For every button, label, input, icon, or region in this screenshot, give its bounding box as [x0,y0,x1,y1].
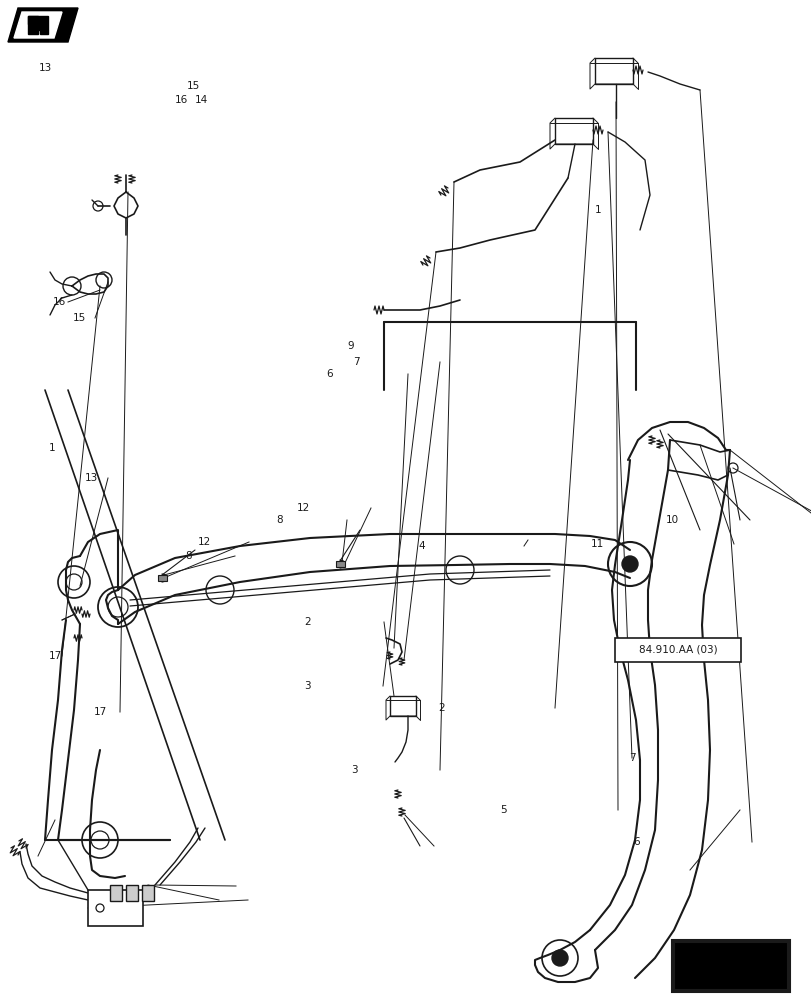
Polygon shape [8,8,78,42]
Bar [389,696,415,716]
Bar [554,118,592,144]
Text: 84.910.AA (03): 84.910.AA (03) [638,645,717,655]
Text: 1: 1 [594,205,600,215]
Text: 15: 15 [187,81,200,91]
Text: 17: 17 [93,707,106,717]
Text: 17: 17 [49,651,62,661]
Text: 10: 10 [665,515,678,525]
Text: 12: 12 [296,503,309,513]
Bar [615,638,740,662]
Text: 13: 13 [39,63,52,73]
Polygon shape [685,944,749,960]
Polygon shape [28,16,38,24]
Circle shape [551,950,568,966]
Text: 3: 3 [304,681,311,691]
Bar [126,885,138,901]
Text: 4: 4 [418,541,424,551]
Circle shape [621,556,637,572]
Bar [672,940,789,992]
Text: 1: 1 [49,443,55,453]
Text: 11: 11 [590,539,603,549]
Text: 5: 5 [500,805,506,815]
Bar [594,58,633,84]
Text: 15: 15 [73,313,86,323]
Text: 14: 14 [195,95,208,105]
Bar [109,885,122,901]
Text: 3: 3 [350,765,357,775]
Text: 6: 6 [633,837,639,847]
Text: 13: 13 [85,473,98,483]
Polygon shape [14,12,62,38]
Text: 16: 16 [174,95,187,105]
Text: 8: 8 [276,515,282,525]
Bar [142,885,154,901]
Bar [336,561,345,567]
Text: 6: 6 [326,369,333,379]
Text: 8: 8 [185,551,191,561]
Text: 16: 16 [53,297,66,307]
Text: 12: 12 [198,537,211,547]
Bar [673,942,787,990]
Text: 9: 9 [347,341,354,351]
Polygon shape [28,16,48,34]
Text: 2: 2 [304,617,311,627]
Text: 7: 7 [353,357,359,367]
Bar [158,575,167,581]
Bar [88,890,143,926]
Text: 7: 7 [629,753,635,763]
Text: 2: 2 [438,703,444,713]
